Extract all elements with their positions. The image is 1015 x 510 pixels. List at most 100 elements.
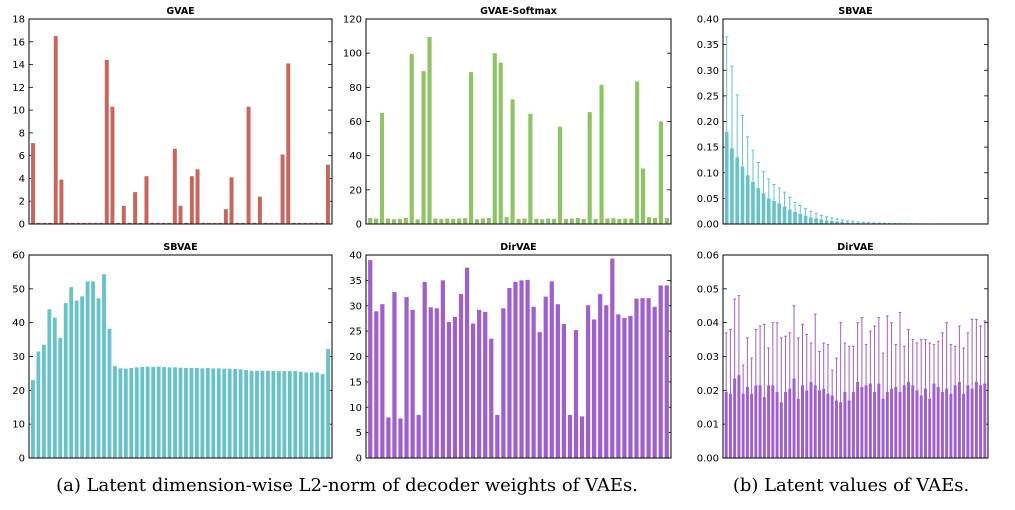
bar	[474, 219, 480, 224]
bar	[563, 218, 569, 224]
bar	[470, 323, 476, 458]
bar	[200, 368, 205, 458]
chart-title: GVAE	[166, 6, 194, 17]
bar	[616, 314, 621, 458]
bar	[167, 367, 172, 458]
bar	[788, 388, 792, 458]
y-tick-label: 0.06	[697, 251, 719, 262]
bar	[263, 222, 268, 224]
bar	[76, 222, 81, 224]
y-tick-label: 20	[349, 352, 362, 363]
bar	[178, 367, 183, 458]
y-tick-label: 10	[12, 106, 25, 117]
bar	[42, 222, 47, 224]
bar	[549, 281, 554, 458]
y-tick-label: 6	[19, 151, 25, 162]
bar	[218, 222, 223, 224]
bar	[809, 381, 813, 458]
bar	[974, 381, 978, 458]
bar	[222, 368, 227, 458]
bar	[890, 388, 894, 458]
bar	[634, 298, 639, 458]
bar	[457, 218, 462, 224]
y-tick-label: 2	[19, 197, 25, 208]
chart-panel-gvae: GVAE 0 2 4 6 8 10 12 14 16 18	[12, 6, 333, 231]
y-tick-label: 40	[12, 318, 25, 329]
bar	[145, 366, 150, 458]
y-tick-label: 18	[12, 15, 25, 26]
bar	[728, 393, 732, 458]
bar	[646, 298, 651, 458]
chart-panel-gvae-softmax: GVAE-Softmax 0 20 40 60 80 100 120	[343, 6, 672, 231]
caption-a: (a) Latent dimension-wise L2-norm of dec…	[56, 475, 638, 496]
bar	[309, 372, 314, 458]
bar	[730, 148, 734, 224]
bar	[528, 113, 533, 224]
bar	[409, 54, 414, 225]
bar	[123, 368, 128, 458]
bar	[102, 274, 106, 458]
bar	[229, 177, 234, 224]
bar	[31, 143, 36, 224]
bar	[156, 366, 161, 458]
bar	[445, 218, 450, 224]
bar	[598, 294, 603, 458]
bar	[843, 392, 847, 458]
bar	[724, 131, 729, 224]
y-tick-label: 40	[349, 251, 362, 262]
y-tick-label: 4	[19, 174, 25, 185]
bar	[737, 375, 741, 458]
bar	[80, 296, 85, 458]
y-tick-label: 0.00	[697, 220, 719, 231]
y-tick-label: 20	[12, 386, 25, 397]
y-tick-label: 0.40	[697, 15, 719, 26]
bar	[155, 222, 160, 224]
bar	[235, 222, 240, 224]
bar	[223, 209, 228, 224]
bar	[540, 219, 545, 224]
bar	[784, 392, 788, 458]
bar	[923, 388, 927, 458]
bar	[85, 281, 90, 458]
bar	[599, 84, 604, 224]
bar	[227, 368, 232, 458]
bar	[761, 193, 766, 224]
bar	[184, 222, 189, 224]
bar	[864, 385, 868, 458]
bar	[504, 217, 509, 224]
y-tick-label: 0.03	[697, 352, 719, 363]
y-tick-label: 10	[349, 403, 362, 414]
bar	[629, 218, 634, 224]
bar	[41, 344, 46, 458]
bar	[646, 217, 652, 224]
y-tick-label: 0	[19, 220, 25, 231]
bar	[116, 222, 121, 224]
bar	[233, 369, 238, 458]
chart-title: GVAE-Softmax	[480, 6, 557, 17]
bar	[385, 218, 391, 224]
bar	[151, 366, 156, 458]
bar	[585, 305, 591, 458]
bar	[410, 309, 415, 458]
y-tick-label: 0.05	[697, 194, 719, 205]
bar	[851, 222, 855, 224]
y-tick-label: 0	[356, 220, 362, 231]
y-tick-label: 120	[343, 15, 362, 26]
bar	[767, 385, 771, 458]
bar	[610, 258, 615, 458]
bar	[205, 368, 210, 458]
bar	[266, 370, 270, 458]
bar	[513, 281, 518, 458]
y-tick-label: 25	[349, 327, 362, 338]
bar	[824, 220, 829, 224]
bar	[902, 385, 906, 458]
bar	[860, 386, 864, 458]
bar	[274, 222, 279, 224]
bar	[31, 380, 35, 458]
bar	[194, 368, 199, 458]
bar	[463, 218, 468, 224]
bar	[297, 222, 302, 224]
bar	[422, 281, 427, 458]
bar	[628, 315, 633, 458]
y-tick-label: 5	[356, 428, 362, 439]
